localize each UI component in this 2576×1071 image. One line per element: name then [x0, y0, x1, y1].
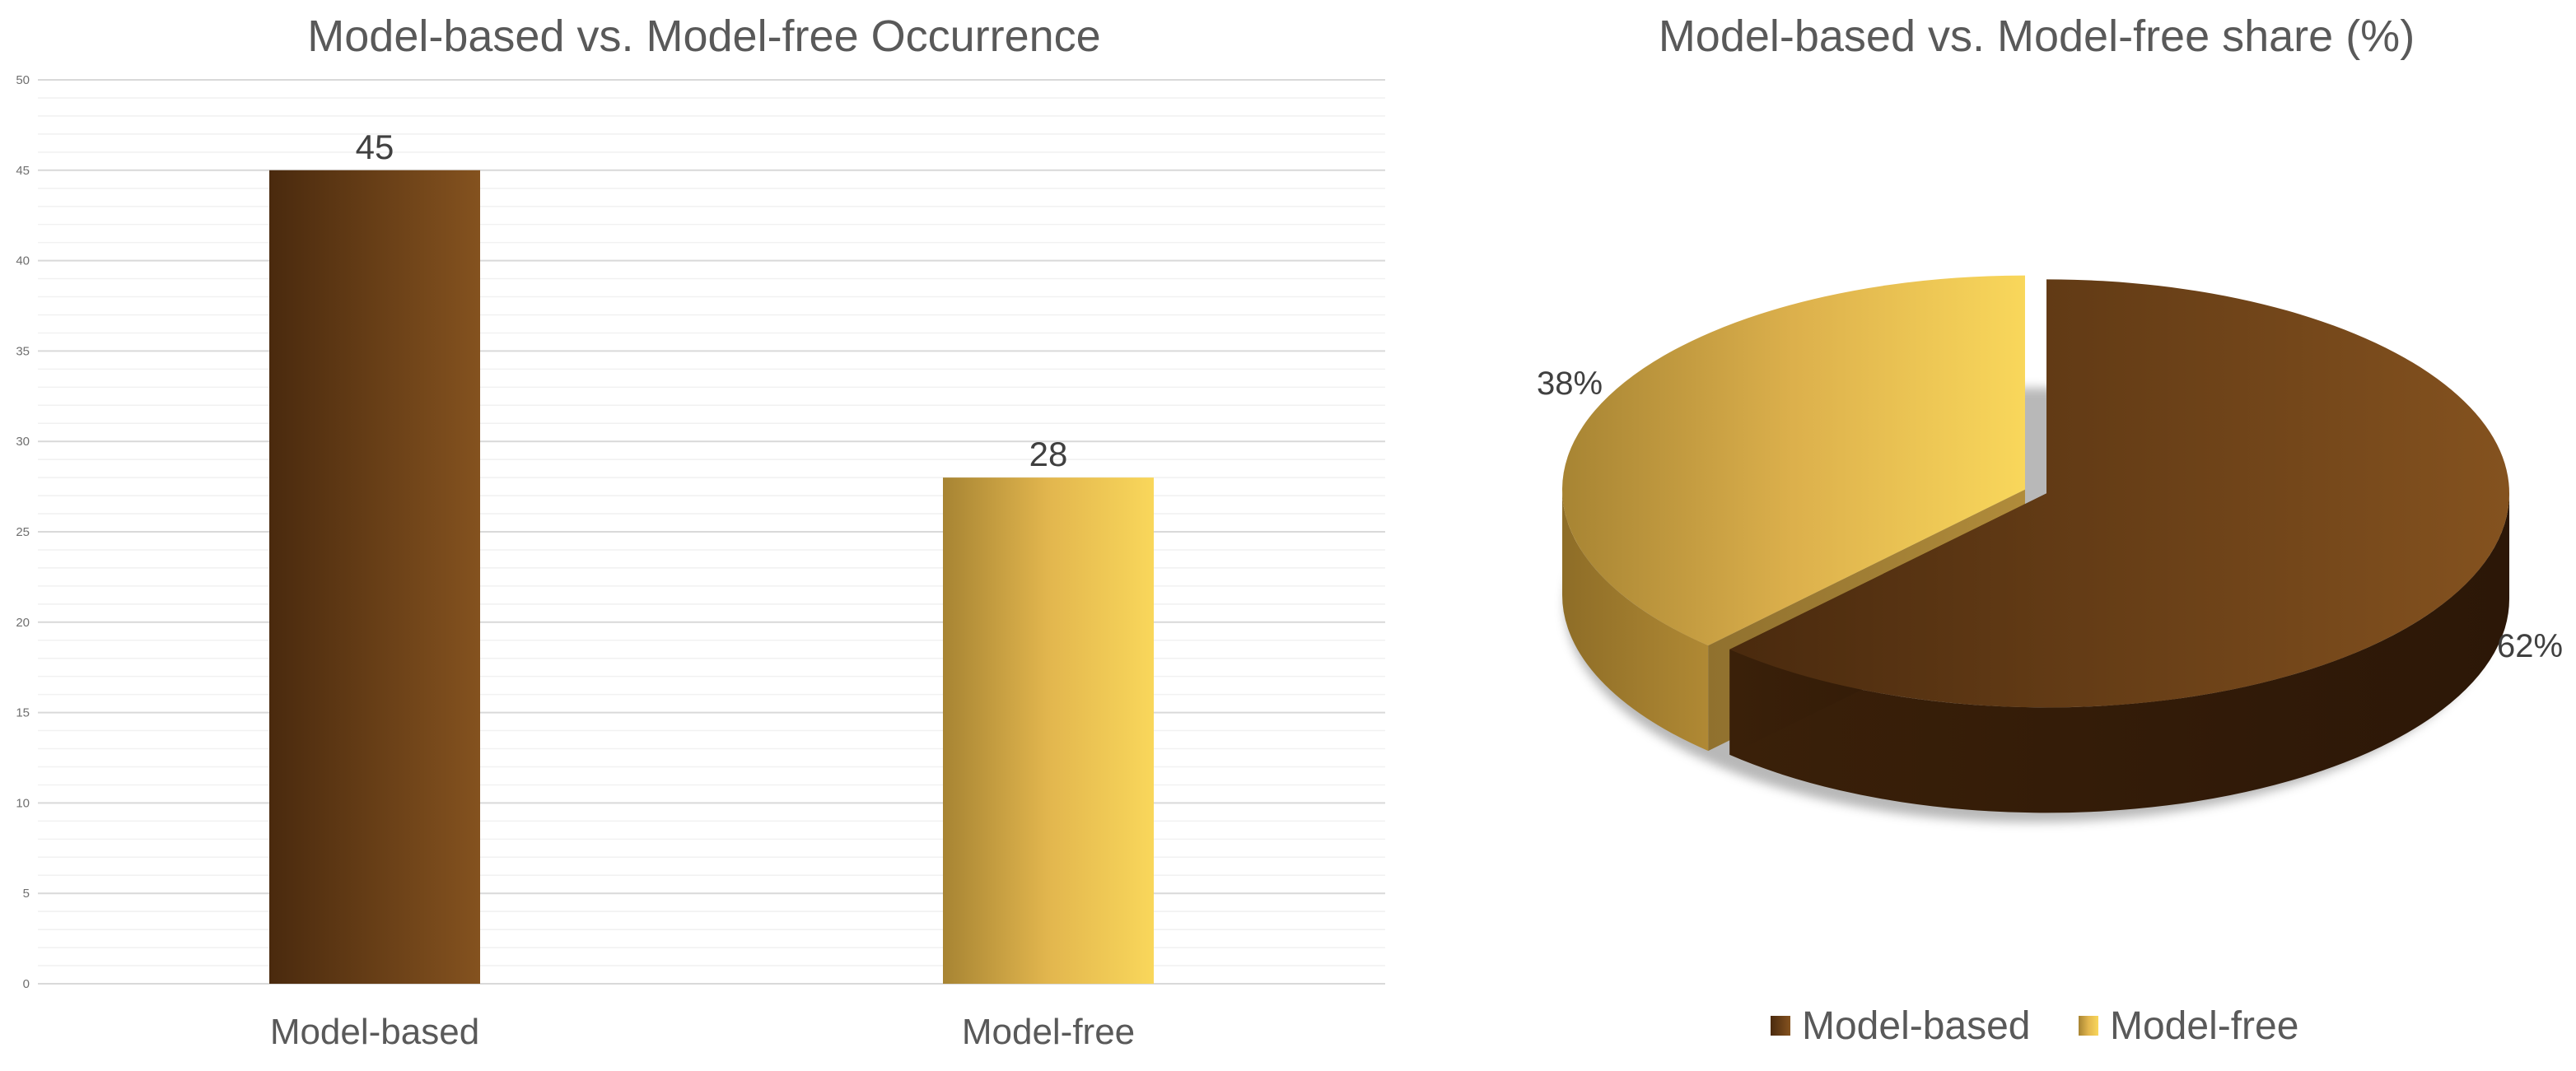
- bar-y-tick-label: 10: [16, 796, 30, 810]
- bar-y-tick-label: 50: [16, 73, 30, 87]
- pie-data-labels: 62% 38%: [1537, 366, 2563, 664]
- bar-category-label: Model-based: [270, 1012, 479, 1052]
- bar-y-tick-label: 20: [16, 616, 30, 630]
- bar-y-tick-label: 35: [16, 344, 30, 358]
- bar-model-based: [269, 170, 480, 985]
- bar-x-axis-labels: Model-based Model-free: [270, 1012, 1135, 1052]
- bar-y-axis-ticks: 0 5 10 15 20 25 30 35 40 45 50: [16, 73, 30, 991]
- legend-label-model-free: Model-free: [2110, 1004, 2298, 1048]
- pie-slice-tops: [1561, 275, 2510, 708]
- pie-data-label-model-based: 62%: [2497, 628, 2563, 664]
- bar-model-free: [943, 477, 1154, 984]
- bar-series: [269, 170, 1154, 985]
- bar-chart-title: Model-based vs. Model-free Occurrence: [307, 12, 1100, 61]
- pie-chart: Model-based vs. Model-free share (%) 62%…: [1537, 12, 2563, 1048]
- bar-y-tick-label: 5: [23, 887, 30, 901]
- pie-data-label-model-free: 38%: [1537, 366, 1603, 402]
- legend-label-model-based: Model-based: [1802, 1004, 2031, 1048]
- pie-slice-model-based: [1729, 279, 2510, 708]
- bar-y-tick-label: 0: [23, 977, 30, 991]
- bar-gridlines: [38, 79, 1385, 985]
- legend-swatch-model-free: [2079, 1016, 2098, 1036]
- bar-category-label: Model-free: [962, 1012, 1135, 1052]
- bar-y-tick-label: 45: [16, 164, 30, 178]
- bar-y-tick-label: 40: [16, 254, 30, 268]
- bar-data-label: 28: [1029, 435, 1068, 473]
- bar-y-tick-label: 30: [16, 435, 30, 449]
- bar-data-label: 45: [356, 128, 394, 166]
- pie-chart-title: Model-based vs. Model-free share (%): [1659, 12, 2415, 61]
- bar-y-tick-label: 15: [16, 706, 30, 720]
- pie-slice-model-free: [1561, 275, 2025, 646]
- bar-chart: Model-based vs. Model-free Occurrence 0 5…: [16, 12, 1385, 1052]
- bar-data-labels: 45 28: [356, 128, 1068, 473]
- bar-y-tick-label: 25: [16, 525, 30, 539]
- pie-side-model-free: [1561, 489, 1709, 752]
- legend-swatch-model-based: [1771, 1016, 1790, 1036]
- pie-legend: Model-based Model-free: [1771, 1004, 2298, 1048]
- pie-side-model-based: [1729, 493, 2510, 813]
